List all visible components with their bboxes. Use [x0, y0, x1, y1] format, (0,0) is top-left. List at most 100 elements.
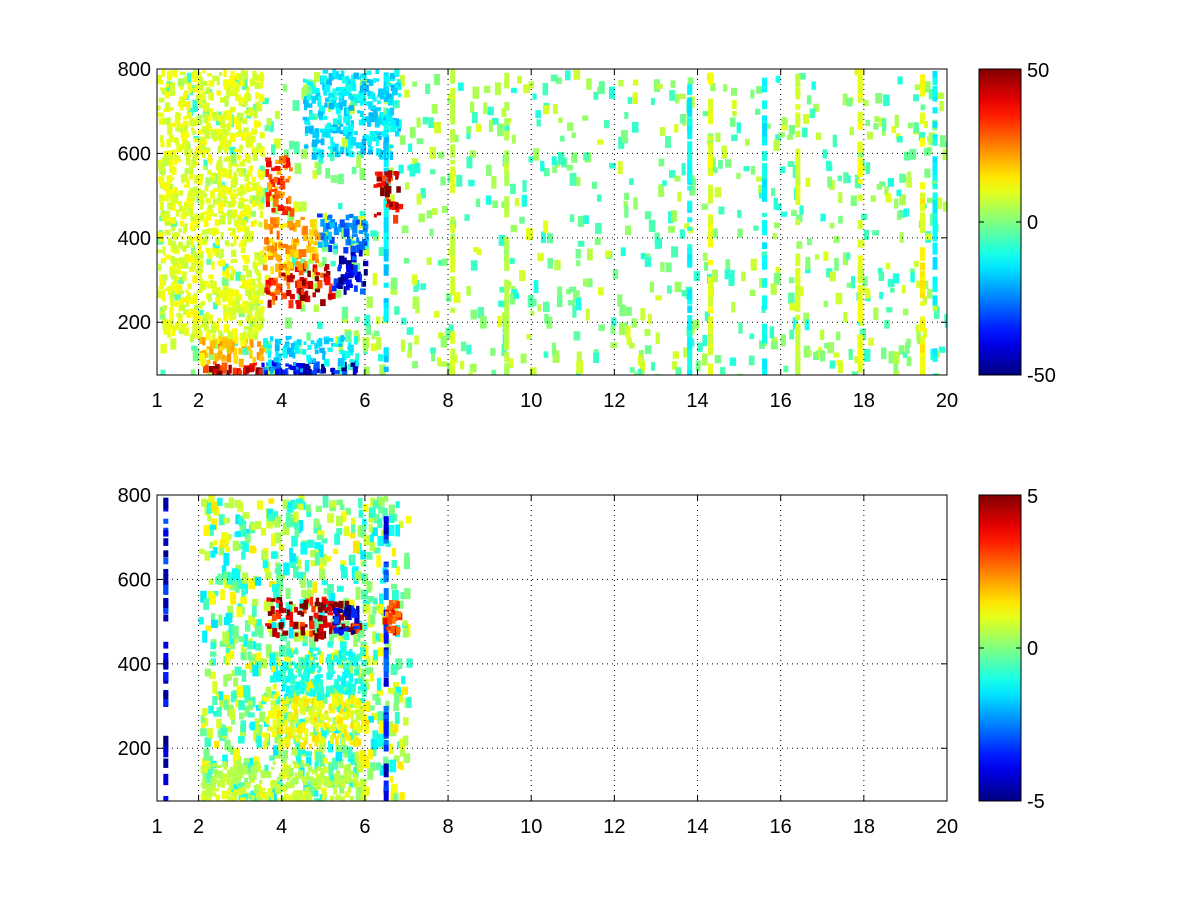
- heatmap-column-cell: [795, 104, 801, 110]
- heatmap-cell: [605, 250, 612, 258]
- heatmap-region-cell: [192, 157, 196, 166]
- heatmap-region-cell: [231, 258, 238, 263]
- heatmap-column-cell: [383, 763, 389, 778]
- heatmap-region-cell: [167, 326, 171, 333]
- heatmap-cell: [230, 748, 237, 755]
- heatmap-region-cell: [200, 136, 204, 144]
- heatmap-region-cell: [295, 219, 301, 228]
- heatmap-cell: [252, 619, 260, 628]
- heatmap-region-cell: [304, 669, 310, 678]
- heatmap-cell: [617, 161, 623, 174]
- heatmap-cell: [693, 319, 700, 329]
- heatmap-column-cell: [163, 693, 169, 707]
- heatmap-cell: [876, 184, 883, 190]
- heatmap-cell: [399, 74, 405, 87]
- heatmap-region-cell: [319, 105, 326, 112]
- heatmap-cell: [383, 495, 389, 502]
- heatmap-region-cell: [240, 239, 245, 248]
- heatmap-cell: [274, 532, 282, 544]
- heatmap-region-cell: [240, 210, 246, 215]
- heatmap-cell: [398, 164, 404, 174]
- heatmap-cell: [301, 87, 307, 100]
- heatmap-region-cell: [197, 188, 201, 195]
- heatmap-column-cell: [383, 207, 389, 218]
- heatmap-column-cell: [450, 237, 456, 248]
- heatmap-region-cell: [309, 620, 314, 626]
- heatmap-region-cell: [285, 363, 289, 367]
- heatmap-region-cell: [211, 321, 217, 330]
- heatmap-region-cell: [236, 187, 241, 191]
- heatmap-cell: [597, 139, 604, 145]
- heatmap-region-cell: [271, 280, 276, 285]
- heatmap-cell: [759, 340, 765, 349]
- heatmap-column-cell: [920, 112, 926, 124]
- heatmap-cell: [370, 497, 376, 507]
- heatmap-region-cell: [178, 257, 185, 264]
- heatmap-column-cell: [383, 744, 389, 752]
- heatmap-cell: [483, 102, 488, 115]
- heatmap-cell: [357, 150, 364, 159]
- heatmap-region-cell: [182, 209, 186, 214]
- heatmap-region-cell: [197, 244, 202, 254]
- heatmap-cell: [313, 725, 318, 739]
- heatmap-region-cell: [390, 124, 395, 132]
- heatmap-region-cell: [176, 158, 181, 163]
- heatmap-region-cell: [278, 601, 283, 610]
- heatmap-region-cell: [342, 713, 349, 721]
- heatmap-cell: [640, 252, 646, 260]
- heatmap-region-cell: [218, 330, 223, 335]
- heatmap-cell: [274, 691, 280, 697]
- heatmap-cell: [293, 511, 299, 523]
- heatmap-region-cell: [285, 266, 289, 271]
- heatmap-region-cell: [338, 614, 345, 621]
- heatmap-region-cell: [207, 284, 211, 289]
- heatmap-cell: [248, 615, 255, 625]
- heatmap-region-cell: [183, 323, 189, 327]
- heatmap-region-cell: [346, 604, 352, 614]
- heatmap-cell: [843, 312, 848, 323]
- heatmap-column-cell: [163, 671, 169, 681]
- heatmap-region-cell: [302, 116, 308, 121]
- heatmap-region-cell: [286, 254, 291, 263]
- heatmap-cell: [494, 82, 502, 96]
- heatmap-column-cell: [920, 281, 926, 294]
- heatmap-cell: [294, 712, 299, 724]
- heatmap-column-cell: [383, 347, 389, 357]
- heatmap-region-cell: [351, 74, 356, 84]
- heatmap-region-cell: [183, 309, 189, 315]
- heatmap-region-cell: [212, 188, 219, 192]
- heatmap-region-cell: [238, 358, 244, 368]
- heatmap-column-cell: [857, 348, 863, 363]
- heatmap-region-cell: [208, 274, 214, 280]
- heatmap-cell: [327, 641, 333, 648]
- heatmap-region-cell: [367, 121, 372, 127]
- heatmap-cell: [226, 572, 233, 585]
- heatmap-region-cell: [226, 769, 233, 778]
- heatmap-cell: [372, 693, 380, 701]
- heatmap-region-cell: [379, 111, 384, 121]
- heatmap-region-cell: [283, 793, 289, 801]
- heatmap-region-cell: [349, 264, 354, 270]
- heatmap-column-cell: [795, 287, 801, 293]
- heatmap-region-cell: [166, 109, 171, 113]
- heatmap-cell: [862, 276, 868, 287]
- heatmap-cell: [199, 548, 205, 555]
- heatmap-cell: [898, 209, 906, 218]
- heatmap-region-cell: [362, 686, 367, 694]
- heatmap-cell: [243, 214, 249, 223]
- heatmap-region-cell: [355, 219, 360, 225]
- heatmap-cell: [360, 794, 367, 801]
- heatmap-cell: [293, 141, 300, 155]
- heatmap-region-cell: [330, 142, 335, 149]
- heatmap-cell: [242, 512, 250, 519]
- heatmap-column-cell: [795, 130, 801, 138]
- heatmap-cell: [287, 712, 294, 719]
- heatmap-cell: [255, 660, 262, 669]
- heatmap-region-cell: [228, 116, 233, 124]
- heatmap-cell: [399, 792, 405, 800]
- heatmap-region-cell: [236, 776, 240, 780]
- heatmap-region-cell: [294, 793, 301, 801]
- heatmap-cell: [689, 96, 695, 108]
- heatmap-region-cell: [255, 784, 259, 790]
- heatmap-region-cell: [261, 787, 266, 792]
